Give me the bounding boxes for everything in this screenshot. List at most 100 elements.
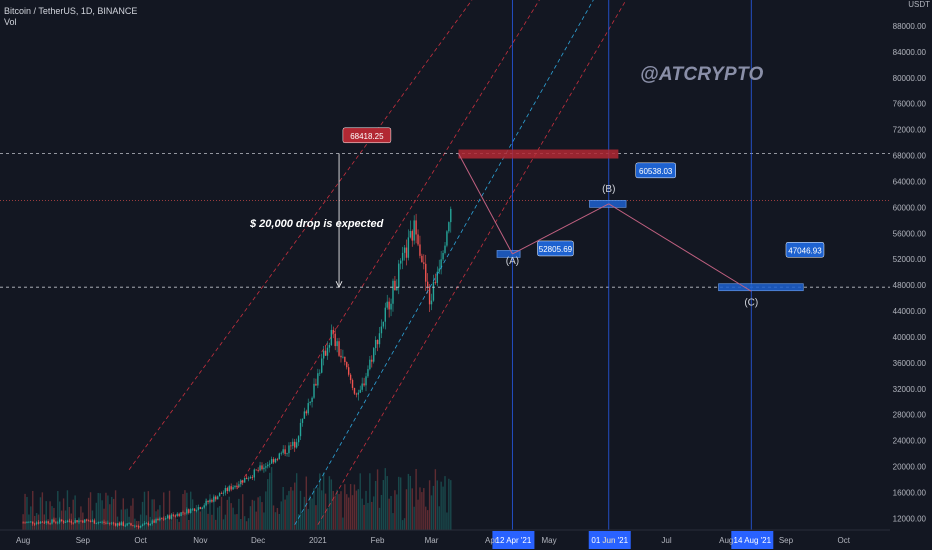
resistance-zone <box>458 149 619 159</box>
volume-bar <box>238 498 240 530</box>
volume-bar <box>274 512 277 530</box>
volume-bar <box>253 500 255 530</box>
time-tick-label: Oct <box>838 536 851 545</box>
volume-bar <box>155 511 157 530</box>
price-axis-bg <box>890 0 932 550</box>
candle-body <box>22 522 24 524</box>
candle-body <box>145 522 148 524</box>
volume-bar <box>80 506 82 530</box>
volume-bar <box>51 506 53 530</box>
candle-body <box>74 520 76 524</box>
candle-body <box>28 521 30 523</box>
volume-bar <box>112 498 115 530</box>
volume-bar <box>230 503 232 530</box>
currency-label: USDT <box>908 0 930 9</box>
volume-bar <box>101 500 103 530</box>
candle-body <box>396 287 398 291</box>
price-tick-label: 12000.00 <box>893 514 927 523</box>
candle-body <box>78 520 80 523</box>
volume-bar <box>267 479 269 530</box>
candle-body <box>215 496 217 500</box>
candle-body <box>107 522 109 524</box>
candle-body <box>363 383 365 386</box>
volume-bar <box>72 499 74 530</box>
candle-body <box>155 519 157 523</box>
candle-body <box>234 485 236 488</box>
candle-body <box>438 268 440 272</box>
candle-body <box>111 522 113 524</box>
volume-bar <box>168 490 171 530</box>
candle-body <box>35 522 38 524</box>
price-tick-label: 88000.00 <box>893 22 927 31</box>
price-tick-label: 24000.00 <box>893 437 927 446</box>
candle-body <box>428 286 431 305</box>
candle-body <box>193 508 196 512</box>
volume-layer <box>22 467 452 530</box>
volume-bar <box>268 472 271 530</box>
volume-bar <box>128 516 130 530</box>
candle-body <box>243 477 246 483</box>
price-callout-text: 47046.93 <box>788 246 822 255</box>
candle-body <box>371 359 373 362</box>
channel-line <box>317 0 627 526</box>
volume-bar <box>22 514 24 530</box>
candle-body <box>134 525 136 527</box>
volume-bar <box>349 484 352 530</box>
volume-bar <box>145 515 148 530</box>
volume-bar <box>59 501 61 530</box>
candle-body <box>444 245 446 253</box>
volume-bar <box>188 519 190 530</box>
candle-body <box>390 303 392 310</box>
volume-bar <box>130 505 132 530</box>
candle-body <box>197 507 200 511</box>
volume-bar <box>336 489 338 530</box>
price-tick-label: 16000.00 <box>893 488 927 497</box>
volume-bar <box>182 494 184 530</box>
volume-bar <box>288 490 290 530</box>
candle-body <box>203 505 205 508</box>
volume-bar <box>407 473 410 530</box>
candle-body <box>195 510 198 512</box>
time-marker-label: 12 Apr '21 <box>496 536 532 545</box>
candle-body <box>68 520 71 522</box>
candle-body <box>405 247 408 258</box>
volume-bar <box>357 489 360 530</box>
candle-body <box>222 492 225 494</box>
volume-bar <box>442 486 444 530</box>
candle-body <box>338 341 340 356</box>
candle-body <box>82 520 84 523</box>
volume-bar <box>203 505 205 530</box>
volume-bar <box>28 514 30 530</box>
candle-body <box>147 522 150 526</box>
symbol-title[interactable]: Bitcoin / TetherUS, 1D, BINANCE <box>4 6 138 16</box>
volume-bar <box>374 480 377 530</box>
candle-body <box>417 234 419 245</box>
volume-bar <box>305 476 307 530</box>
volume-bar <box>284 499 286 530</box>
volume-bar <box>105 492 107 530</box>
candle-body <box>398 263 400 288</box>
candle-body <box>274 458 277 463</box>
volume-bar <box>236 514 238 530</box>
volume-label[interactable]: Vol <box>4 17 17 27</box>
candle-body <box>105 522 107 524</box>
price-callout-box <box>785 242 825 258</box>
candle-body <box>62 521 65 523</box>
candle-body <box>109 522 111 524</box>
volume-bar <box>60 510 63 530</box>
candle-body <box>270 459 273 464</box>
candle-body <box>238 484 240 488</box>
candle-body <box>66 520 69 523</box>
candle-body <box>201 507 203 509</box>
volume-bar <box>367 502 369 530</box>
volume-bar <box>195 504 198 530</box>
candle-body <box>268 463 271 465</box>
price-tick-label: 40000.00 <box>893 333 927 342</box>
candle-body <box>272 459 275 463</box>
candle-body <box>407 237 410 258</box>
candle-body <box>159 518 161 521</box>
volume-bar <box>172 512 175 530</box>
volume-bar <box>419 487 421 530</box>
drop-annotation[interactable]: $ 20,000 drop is expected <box>250 218 384 230</box>
